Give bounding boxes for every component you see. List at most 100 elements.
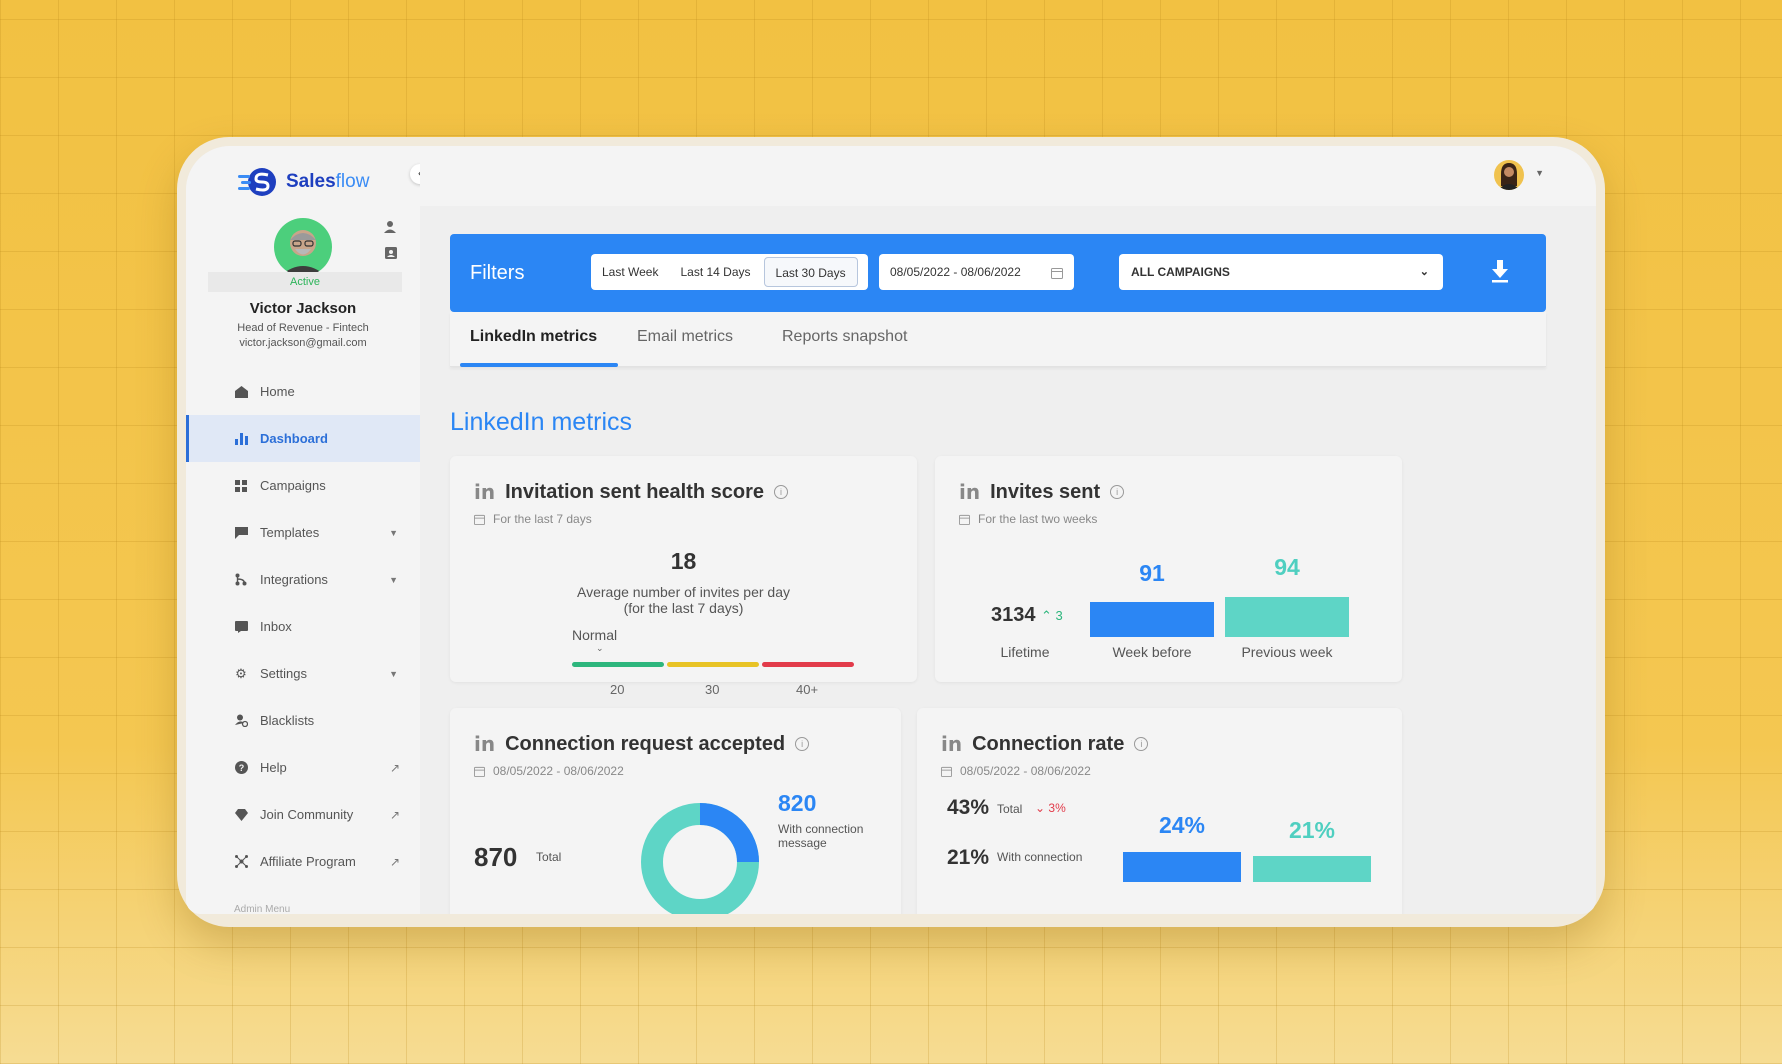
with-connection-rate-value: 21% <box>947 846 990 869</box>
with-message-label: With connection <box>778 822 864 836</box>
tab-email-metrics[interactable]: Email metrics <box>637 328 734 345</box>
user-profile-icon[interactable] <box>384 220 398 234</box>
filters-bar: Filters Last Week Last 14 Days Last 30 D… <box>450 234 1546 312</box>
info-icon[interactable]: i <box>1110 485 1125 499</box>
previous-week-value: 94 <box>1274 554 1300 580</box>
sidebar-item-home[interactable]: Home <box>186 368 420 415</box>
card-title: Connection request accepted <box>505 732 786 755</box>
linkedin-icon: in <box>959 480 981 504</box>
user-role: Head of Revenue - Fintech <box>237 322 369 334</box>
rate-week-before-bar <box>1123 852 1241 882</box>
card-subtitle: 08/05/2022 - 08/06/2022 <box>474 764 624 778</box>
sidebar-item-blacklists[interactable]: Blacklists <box>186 697 420 744</box>
tab-reports-snapshot[interactable]: Reports snapshot <box>782 328 908 345</box>
status-badge: Active <box>208 272 402 292</box>
sidebar-item-templates[interactable]: Templates ▼ <box>186 509 420 556</box>
external-link-icon[interactable]: ↗ <box>389 760 400 775</box>
total-accepted-label: Total <box>536 850 562 864</box>
arrow-down-icon: ⌄ <box>1035 801 1046 815</box>
gauge-tick: 20 <box>610 682 625 697</box>
svg-text:?: ? <box>238 763 244 773</box>
with-message-label-2: message <box>778 836 827 850</box>
sidebar-item-join-community[interactable]: Join Community ↗ <box>186 791 420 838</box>
health-score-period: (for the last 7 days) <box>623 600 744 616</box>
campaign-select-value: ALL CAMPAIGNS <box>1131 265 1230 279</box>
health-score-card: in Invitation sent health score i For th… <box>450 456 917 697</box>
sidebar-item-label: Join Community <box>260 807 354 822</box>
sidebar-item-label: Home <box>260 384 295 399</box>
sidebar-item-inbox[interactable]: Inbox <box>186 603 420 650</box>
lifetime-label: Lifetime <box>1000 644 1050 660</box>
inbox-icon <box>234 620 248 634</box>
lifetime-delta: ⌃ 3 <box>1041 608 1063 623</box>
logo[interactable]: Salesflow <box>238 166 369 198</box>
account-avatar[interactable] <box>1494 160 1524 190</box>
contact-card-icon[interactable] <box>384 246 398 260</box>
rate-week-before-value: 24% <box>1158 812 1206 838</box>
sidebar-item-campaigns[interactable]: Campaigns <box>186 462 420 509</box>
chevron-down-icon[interactable]: ▼ <box>389 668 398 679</box>
sidebar-item-label: Integrations <box>260 572 328 587</box>
gauge-tick: 40+ <box>796 682 819 697</box>
week-before-value: 91 <box>1139 560 1165 586</box>
salesflow-logo-icon <box>238 168 276 196</box>
metrics-tabs: LinkedIn metrics Email metrics Reports s… <box>450 312 1546 367</box>
with-message-value: 820 <box>778 790 817 816</box>
previous-week-label: Previous week <box>1241 644 1333 660</box>
linkedin-icon: in <box>474 480 496 504</box>
gauge-segment-normal <box>572 662 664 667</box>
chevron-down-icon[interactable]: ▼ <box>389 527 398 538</box>
calendar-icon <box>1051 254 1063 290</box>
range-last-30-days-button[interactable]: Last 30 Days <box>763 257 858 287</box>
connection-accepted-card: in Connection request accepted i 08/05/2… <box>450 708 901 914</box>
user-avatar[interactable] <box>274 218 332 276</box>
sidebar-item-help[interactable]: ? Help ↗ <box>186 744 420 791</box>
calendar-icon <box>474 766 485 777</box>
account-menu-chevron-icon[interactable]: ▼ <box>1535 168 1544 178</box>
sidebar-item-settings[interactable]: ⚙ Settings ▼ <box>186 650 420 697</box>
linkedin-icon: in <box>474 732 496 756</box>
sidebar-item-label: Help <box>260 760 287 775</box>
chevron-down-icon: ⌄ <box>1419 266 1429 278</box>
info-icon[interactable]: i <box>774 485 789 499</box>
section-title: LinkedIn metrics <box>450 408 633 436</box>
range-selector: Last Week Last 14 Days Last 30 Days <box>591 254 868 290</box>
download-icon[interactable] <box>1490 258 1510 284</box>
gear-icon: ⚙ <box>235 665 247 681</box>
sidebar-item-affiliate-program[interactable]: Affiliate Program ↗ <box>186 838 420 885</box>
info-icon[interactable]: i <box>1134 737 1149 751</box>
total-rate-label: Total <box>997 802 1023 816</box>
rate-previous-week-bar <box>1253 856 1371 882</box>
range-last-week-button[interactable]: Last Week <box>602 265 659 279</box>
campaign-select[interactable]: ALL CAMPAIGNS ⌄ <box>1119 254 1443 290</box>
sidebar-item-label: Campaigns <box>260 478 326 493</box>
sidebar-item-label: Affiliate Program <box>260 854 356 869</box>
sidebar-nav: Home Dashboard Campaigns Templates ▼ Int… <box>186 368 420 885</box>
calendar-icon <box>941 766 952 777</box>
date-range-picker[interactable]: 08/05/2022 - 08/06/2022 <box>879 254 1074 290</box>
sidebar-item-dashboard[interactable]: Dashboard <box>186 415 420 462</box>
external-link-icon[interactable]: ↗ <box>389 854 400 869</box>
health-status-label: Normal <box>572 627 618 643</box>
range-last-14-days-button[interactable]: Last 14 Days <box>680 265 751 279</box>
tab-linkedin-metrics[interactable]: LinkedIn metrics <box>470 328 598 345</box>
user-email: victor.jackson@gmail.com <box>239 337 367 349</box>
chat-icon <box>234 526 248 540</box>
branch-icon <box>234 573 248 587</box>
date-range-value: 08/05/2022 - 08/06/2022 <box>890 265 1021 279</box>
info-icon[interactable]: i <box>795 737 810 751</box>
health-gauge <box>572 662 854 667</box>
external-link-icon[interactable]: ↗ <box>389 807 400 822</box>
arrow-up-icon: ⌃ <box>1041 608 1052 623</box>
brand-name: Salesflow <box>286 171 370 192</box>
network-icon <box>234 855 248 869</box>
linkedin-icon: in <box>941 732 963 756</box>
sidebar-item-label: Dashboard <box>260 431 328 446</box>
sidebar-item-integrations[interactable]: Integrations ▼ <box>186 556 420 603</box>
gauge-segment-warning <box>667 662 759 667</box>
user-name: Victor Jackson <box>249 300 357 317</box>
active-tab-indicator <box>460 363 618 367</box>
acceptance-donut-chart <box>641 803 759 914</box>
chevron-down-icon[interactable]: ▼ <box>389 574 398 585</box>
grid-icon <box>234 479 248 493</box>
